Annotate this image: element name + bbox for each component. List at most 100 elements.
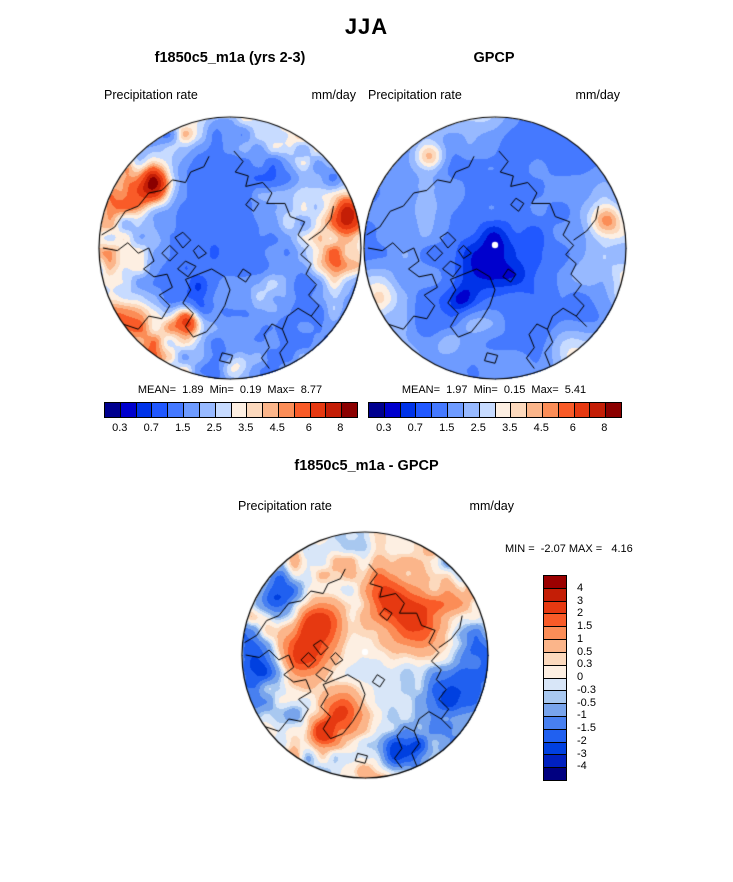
- colorbar-tick-label: 4.5: [533, 422, 549, 434]
- colorbar-tick-label: -1: [577, 709, 587, 722]
- colorbar-tick-label: 6: [569, 422, 576, 434]
- polar-map-diff: [237, 527, 493, 783]
- colorbar-obs: [368, 402, 622, 418]
- colorbar-diff-ticks: 4 3 2 1.5 1 0.5 0.3 0 -0.3 -0.5 -1 -1.5 -2 -3 -4: [567, 575, 607, 779]
- colorbar-cell: [152, 403, 169, 417]
- colorbar-tick-label: -4: [577, 760, 587, 773]
- colorbar-tick-label: 4.5: [269, 422, 285, 434]
- colorbar-cell: [574, 403, 591, 417]
- colorbar-cell: [136, 403, 153, 417]
- colorbar-tick-label: 1: [577, 632, 584, 645]
- colorbar-cell: [432, 403, 449, 417]
- panel-model-label-row: Precipitation rate mm/day: [104, 88, 356, 102]
- colorbar-tick-label: 8: [601, 422, 608, 434]
- colorbar-cell: [105, 403, 121, 417]
- panel-obs-label-row: Precipitation rate mm/day: [368, 88, 620, 102]
- colorbar-tick-label: 4: [577, 581, 584, 594]
- colorbar-tick-label: 0.3: [577, 658, 593, 671]
- colorbar-cell: [231, 403, 248, 417]
- colorbar-cell: [544, 678, 566, 692]
- colorbar-cell: [544, 716, 566, 730]
- colorbar-tick-label: -3: [577, 747, 587, 760]
- colorbar-cell: [544, 729, 566, 743]
- colorbar-cell: [263, 403, 279, 417]
- colorbar-tick-label: 6: [305, 422, 312, 434]
- colorbar-cell: [247, 403, 264, 417]
- units-label-model: mm/day: [311, 88, 356, 102]
- colorbar-tick-label: 2.5: [206, 422, 222, 434]
- colorbar-cell: [544, 704, 566, 717]
- colorbar-diff: [543, 575, 567, 781]
- colorbar-tick-label: -1.5: [577, 722, 596, 734]
- panel-diff-label-row: Precipitation rate mm/day: [238, 499, 514, 513]
- colorbar-cell: [544, 601, 566, 615]
- colorbar-cell: [544, 755, 566, 769]
- colorbar-cell: [168, 403, 185, 417]
- colorbar-tick-label: -2: [577, 734, 587, 747]
- colorbar-cell: [448, 403, 464, 417]
- colorbar-cell: [495, 403, 512, 417]
- colorbar-tick-label: 0.7: [143, 422, 159, 434]
- colorbar-cell: [544, 614, 566, 628]
- colorbar-cell: [606, 403, 621, 417]
- colorbar-cell: [544, 652, 566, 666]
- colorbar-cell: [278, 403, 295, 417]
- stats-model: MEAN= 1.89 Min= 0.19 Max= 8.77: [137, 384, 323, 396]
- page-title: JJA: [344, 14, 389, 39]
- colorbar-tick-label: 0.5: [577, 645, 593, 658]
- stats-obs: MEAN= 1.97 Min= 0.15 Max= 5.41: [401, 384, 587, 396]
- colorbar-tick-label: 1.5: [175, 422, 191, 434]
- colorbar-tick-label: 0.3: [112, 422, 128, 434]
- colorbar-tick-label: 0.7: [407, 422, 423, 434]
- colorbar-tick-label: 0: [577, 671, 584, 683]
- colorbar-cell: [199, 403, 216, 417]
- colorbar-cell: [542, 403, 559, 417]
- colorbar-tick-label: 0.3: [376, 422, 392, 434]
- colorbar-cell: [310, 403, 327, 417]
- colorbar-cell: [544, 640, 566, 653]
- stats-diff: MIN = -2.07 MAX = 4.16: [505, 543, 633, 555]
- colorbar-cell: [215, 403, 232, 417]
- colorbar-tick-label: 1.5: [439, 422, 455, 434]
- units-label-obs: mm/day: [575, 88, 620, 102]
- colorbar-cell: [544, 691, 566, 705]
- colorbar-cell: [544, 768, 566, 780]
- colorbar-cell: [342, 403, 357, 417]
- colorbar-tick-label: 8: [337, 422, 344, 434]
- field-label-diff: Precipitation rate: [238, 499, 332, 513]
- units-label-diff: mm/day: [469, 499, 514, 513]
- colorbar-cell: [384, 403, 401, 417]
- colorbar-cell: [511, 403, 528, 417]
- panel-title-obs: GPCP: [473, 50, 515, 66]
- field-label-obs: Precipitation rate: [368, 88, 462, 102]
- colorbar-obs-ticks: 0.3 0.7 1.5 2.5 3.5 4.5 6 8: [368, 422, 620, 436]
- colorbar-tick-label: 2: [577, 607, 584, 620]
- colorbar-cell: [544, 665, 566, 679]
- colorbar-tick-label: 3: [577, 594, 584, 607]
- panel-title-model: f1850c5_m1a (yrs 2-3): [154, 50, 306, 66]
- colorbar-cell: [479, 403, 496, 417]
- colorbar-tick-label: 3.5: [238, 422, 254, 434]
- colorbar-cell: [369, 403, 385, 417]
- colorbar-tick-label: -0.3: [577, 683, 596, 696]
- colorbar-tick-label: -0.5: [577, 696, 596, 709]
- colorbar-cell: [326, 403, 343, 417]
- colorbar-cell: [120, 403, 137, 417]
- colorbar-cell: [558, 403, 575, 417]
- colorbar-cell: [544, 742, 566, 756]
- colorbar-tick-label: 2.5: [470, 422, 486, 434]
- colorbar-tick-label: 1.5: [577, 620, 593, 632]
- colorbar-cell: [544, 588, 566, 602]
- colorbar-cell: [184, 403, 200, 417]
- polar-map-model: [94, 112, 366, 384]
- colorbar-cell: [544, 576, 566, 589]
- panel-title-diff: f1850c5_m1a - GPCP: [294, 458, 439, 474]
- colorbar-cell: [294, 403, 311, 417]
- colorbar-cell: [527, 403, 543, 417]
- colorbar-cell: [590, 403, 607, 417]
- colorbar-cell: [416, 403, 433, 417]
- colorbar-model-ticks: 0.3 0.7 1.5 2.5 3.5 4.5 6 8: [104, 422, 356, 436]
- colorbar-model: [104, 402, 358, 418]
- colorbar-tick-label: 3.5: [502, 422, 518, 434]
